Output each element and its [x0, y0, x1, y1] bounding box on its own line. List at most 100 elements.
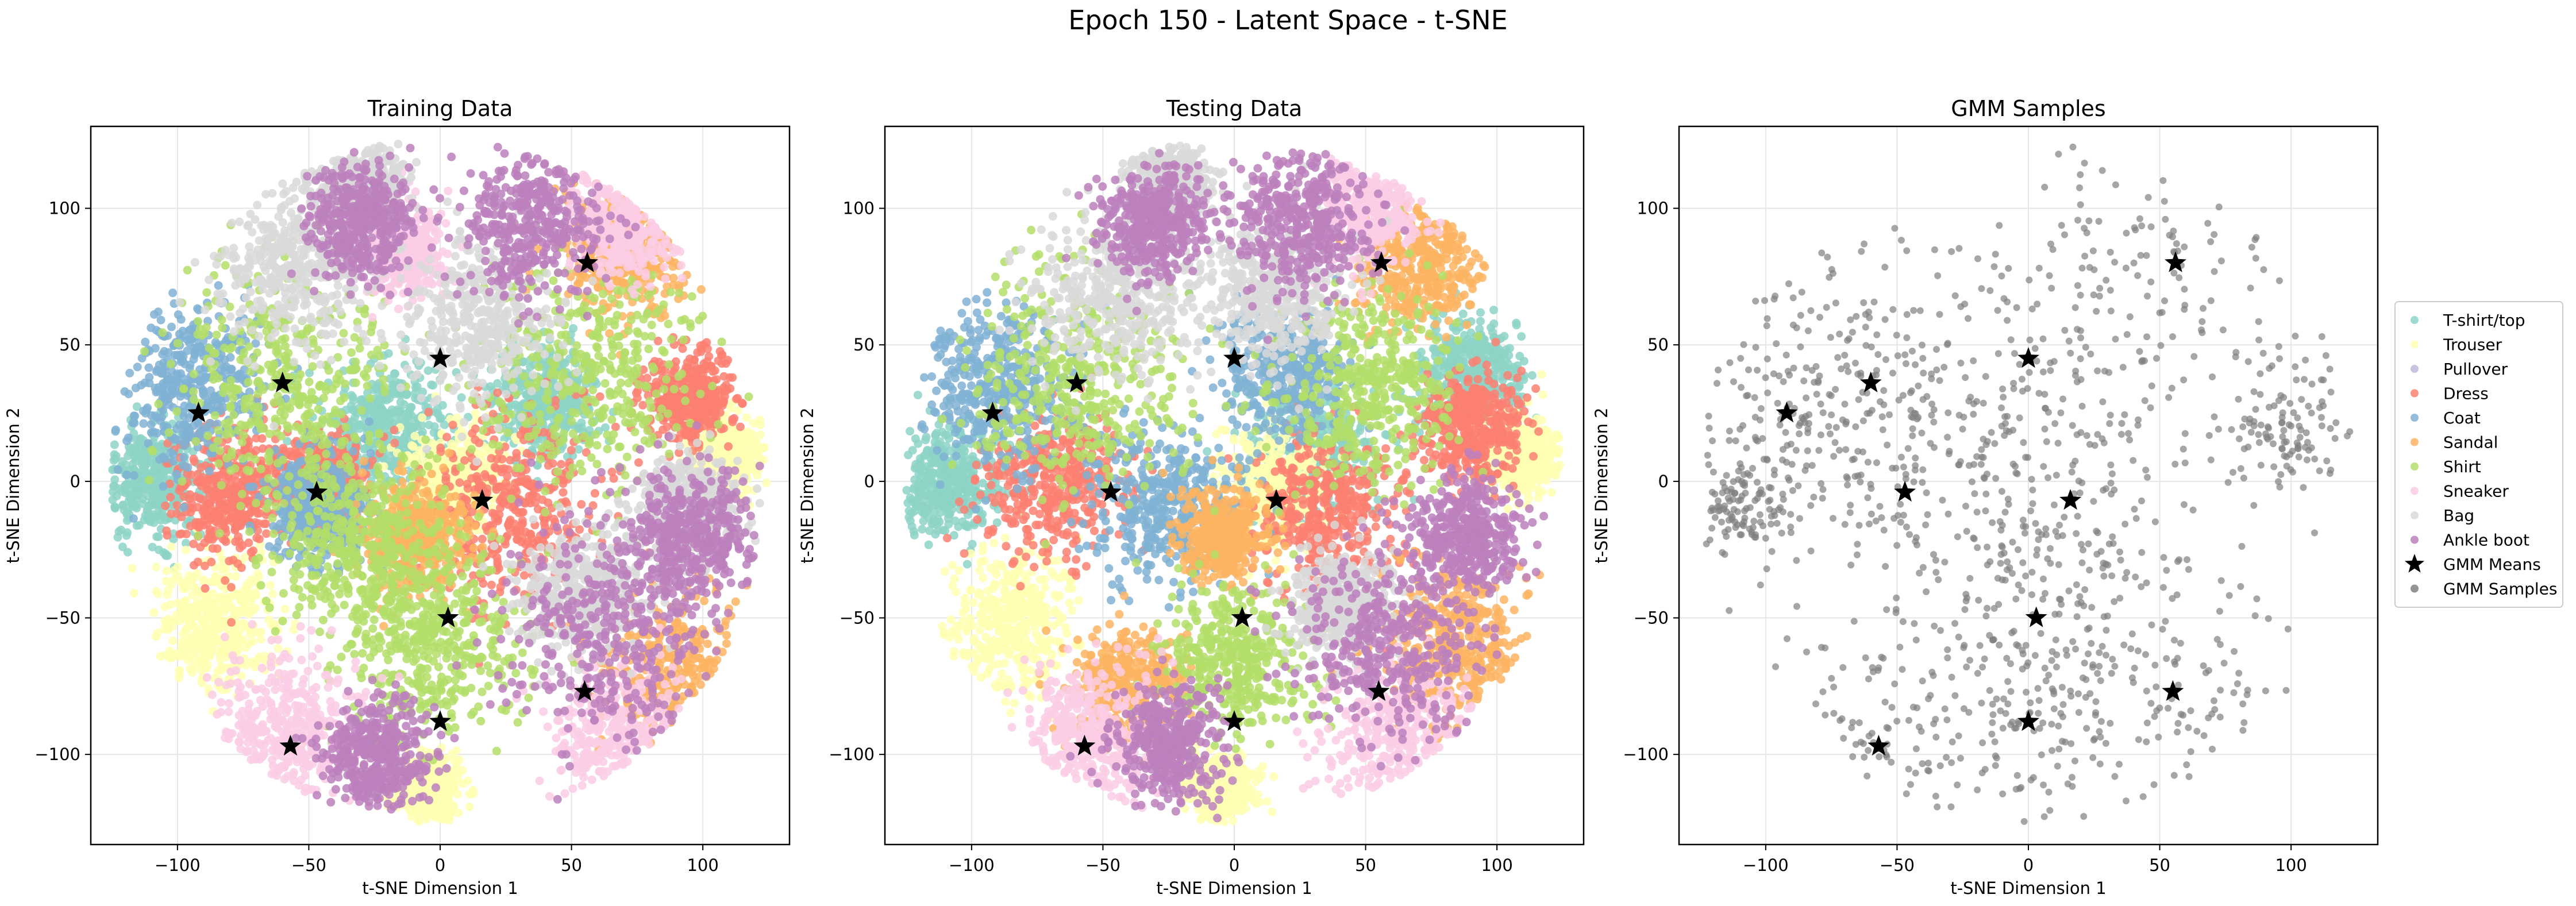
- scatter-point-dress: [247, 548, 256, 557]
- scatter-point-t-shirt-top: [399, 435, 408, 444]
- scatter-point-dress: [478, 535, 487, 543]
- scatter-point-t-shirt-top: [383, 396, 391, 404]
- scatter-point-dress: [209, 544, 217, 553]
- scatter-point-coat: [133, 363, 142, 371]
- scatter-point-dress: [738, 399, 747, 408]
- scatter-point-trouser: [266, 581, 275, 589]
- scatter-point-coat: [141, 379, 149, 387]
- scatter-point-dress: [688, 429, 696, 437]
- scatter-point-dress: [672, 395, 681, 403]
- scatter-point-dress: [702, 365, 710, 373]
- scatter-point-dress: [703, 417, 712, 426]
- scatter-point-dress: [503, 472, 511, 480]
- scatter-point-dress: [196, 543, 205, 552]
- scatter-point-coat: [168, 288, 177, 297]
- scatter-point-trouser: [228, 603, 237, 612]
- scatter-point-dress: [696, 348, 705, 356]
- scatter-point-coat: [179, 461, 187, 469]
- scatter-point-dress: [480, 470, 489, 479]
- scatter-point-trouser: [162, 577, 171, 585]
- scatter-point-t-shirt-top: [159, 548, 168, 557]
- scatter-point-trouser: [194, 612, 203, 621]
- scatter-point-t-shirt-top: [144, 492, 152, 501]
- scatter-point-dress: [487, 581, 496, 589]
- scatter-point-trouser: [128, 564, 137, 573]
- scatter-point-dress: [222, 537, 230, 546]
- scatter-point-dress: [178, 530, 186, 538]
- scatter-point-trouser: [210, 633, 219, 642]
- scatter-point-trouser: [130, 589, 138, 597]
- scatter-point-dress: [679, 344, 687, 353]
- scatter-point-coat: [159, 482, 168, 491]
- scatter-point-dress: [634, 458, 643, 467]
- scatter-point-dress: [206, 475, 214, 483]
- scatter-point-coat: [214, 281, 223, 290]
- scatter-point-trouser: [454, 809, 463, 818]
- scatter-point-t-shirt-top: [351, 413, 359, 422]
- scatter-point-t-shirt-top: [110, 450, 119, 459]
- scatter-point-trouser: [200, 648, 209, 657]
- scatter-point-dress: [390, 426, 399, 434]
- scatter-point-trouser: [429, 811, 437, 820]
- scatter-point-dress: [186, 490, 194, 499]
- scatter-point-trouser: [448, 750, 456, 758]
- scatter-point-coat: [114, 465, 122, 474]
- scatter-point-coat: [159, 358, 168, 367]
- scatter-point-trouser: [189, 581, 198, 590]
- scatter-point-trouser: [168, 637, 177, 645]
- scatter-point-coat: [141, 338, 149, 346]
- scatter-point-dress: [714, 357, 723, 365]
- scatter-point-t-shirt-top: [457, 394, 466, 402]
- scatter-point-dress: [513, 535, 521, 544]
- scatter-point-dress: [201, 584, 210, 593]
- scatter-point-trouser: [749, 439, 757, 448]
- scatter-point-t-shirt-top: [124, 548, 132, 557]
- scatter-point-t-shirt-top: [387, 410, 395, 418]
- scatter-point-trouser: [182, 546, 190, 554]
- scatter-point-dress: [513, 487, 521, 496]
- scatter-point-trouser: [153, 629, 162, 637]
- scatter-point-dress: [455, 479, 464, 487]
- scatter-point-dress: [244, 538, 253, 547]
- scatter-point-trouser: [253, 629, 262, 637]
- scatter-point-trouser: [149, 608, 158, 617]
- scatter-point-dress: [227, 618, 236, 627]
- scatter-point-trouser: [729, 435, 738, 444]
- scatter-point-coat: [151, 344, 160, 353]
- scatter-point-dress: [493, 557, 502, 566]
- scatter-point-dress: [557, 460, 565, 469]
- scatter-point-trouser: [742, 413, 751, 422]
- scatter-point-dress: [197, 463, 205, 472]
- scatter-point-t-shirt-top: [427, 380, 436, 389]
- scatter-point-trouser: [242, 602, 251, 611]
- scatter-point-trouser: [409, 442, 418, 451]
- scatter-point-coat: [122, 437, 131, 445]
- scatter-point-coat: [180, 331, 188, 340]
- scatter-point-dress: [190, 561, 198, 570]
- scatter-point-t-shirt-top: [110, 441, 119, 449]
- scatter-point-dress: [488, 476, 497, 485]
- scatter-point-dress: [518, 516, 527, 525]
- scatter-point-trouser: [406, 785, 414, 793]
- scatter-point-trouser: [162, 566, 171, 575]
- scatter-point-trouser: [763, 479, 771, 487]
- scatter-point-trouser: [280, 604, 289, 613]
- scatter-point-trouser: [753, 451, 761, 460]
- scatter-point-t-shirt-top: [349, 406, 358, 415]
- scatter-point-trouser: [236, 637, 245, 645]
- scatter-point-trouser: [170, 566, 178, 575]
- scatter-point-trouser: [243, 590, 252, 599]
- scatter-point-trouser: [175, 670, 184, 679]
- scatter-point-trouser: [178, 638, 186, 646]
- scatter-point-coat: [157, 369, 165, 377]
- scatter-point-dress: [495, 510, 503, 519]
- scatter-point-trouser: [199, 575, 207, 584]
- scatter-point-trouser: [156, 652, 165, 661]
- scatter-point-coat: [180, 503, 188, 511]
- scatter-point-dress: [690, 361, 699, 369]
- scatter-point-coat: [199, 390, 207, 399]
- scatter-point-dress: [693, 407, 702, 416]
- scatter-point-dress: [236, 518, 245, 527]
- scatter-point-dress: [728, 415, 737, 424]
- scatter-point-trouser: [446, 772, 455, 781]
